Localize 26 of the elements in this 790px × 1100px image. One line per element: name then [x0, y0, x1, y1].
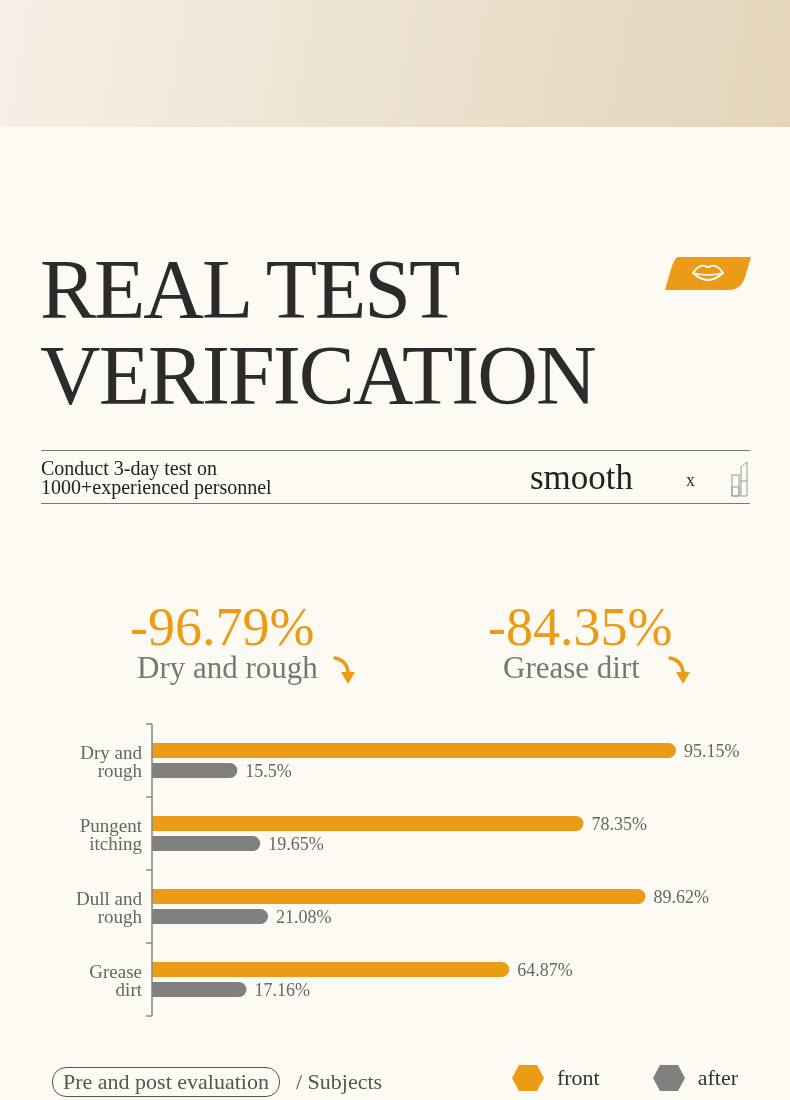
chart-title: REAL TEST VERIFICATION: [40, 243, 596, 422]
data-label: 15.5%: [245, 760, 292, 781]
bar: [152, 743, 676, 758]
legend-label: after: [697, 1065, 738, 1091]
legend-label: front: [556, 1065, 600, 1091]
data-label: 89.62%: [653, 886, 710, 907]
y-tick-label: Pungent itching: [79, 814, 143, 853]
text: x: [686, 470, 695, 490]
text: Dry and rough: [137, 650, 318, 685]
data-label: 19.65%: [268, 833, 324, 854]
y-tick-label: Dry and rough: [80, 741, 143, 780]
y-tick-label: Dull and rough: [76, 887, 143, 926]
bar: [152, 816, 584, 831]
y-tick-label: Grease dirt: [89, 960, 143, 999]
text: smooth: [530, 458, 634, 497]
bar: [152, 889, 646, 904]
data-label: 78.35%: [591, 813, 647, 834]
data-label: 64.87%: [517, 959, 573, 980]
text: Pre and post evaluation: [52, 1067, 280, 1097]
data-label: 95.15%: [684, 740, 740, 761]
data-label: 21.08%: [276, 906, 332, 927]
text: / Subjects: [296, 1069, 383, 1094]
bar: [152, 962, 510, 977]
chart-subtitle: Conduct 3-day test on 1000+experienced personnel: [41, 457, 273, 498]
text: Grease dirt: [503, 650, 640, 685]
data-label: 17.16%: [254, 979, 310, 1000]
